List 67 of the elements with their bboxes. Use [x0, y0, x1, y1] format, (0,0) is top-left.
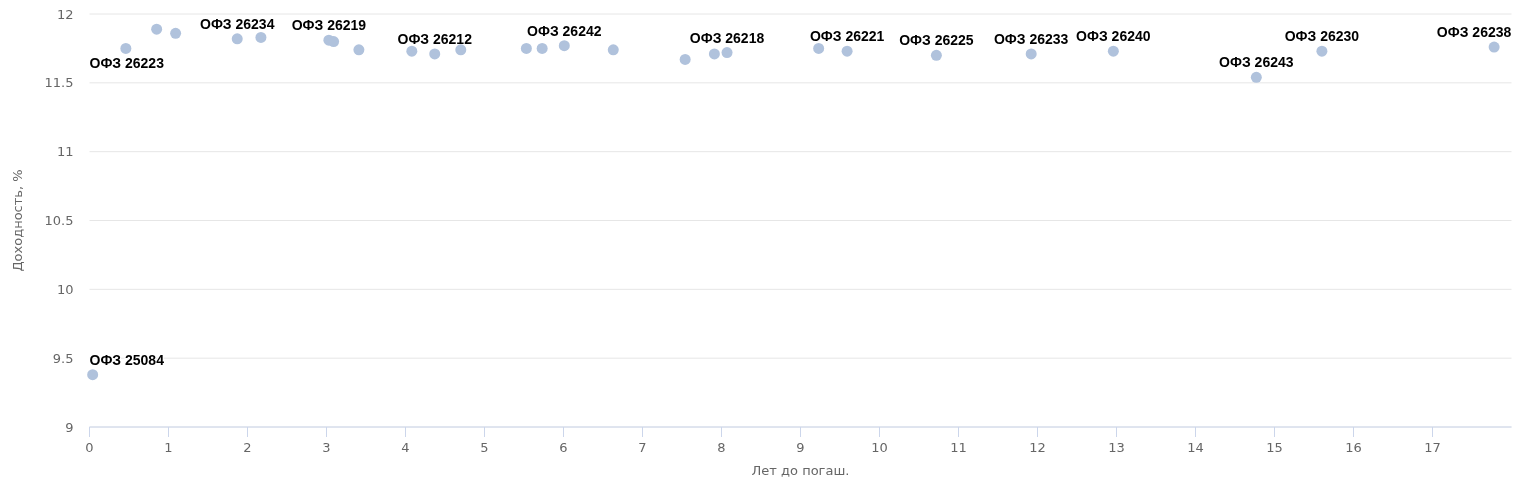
- x-tick-label: 15: [1266, 440, 1283, 455]
- x-tick-label: 7: [638, 440, 647, 455]
- point: [930, 49, 942, 61]
- point: [255, 31, 267, 43]
- annotation: ОФЗ 26242: [527, 22, 602, 39]
- point: [721, 47, 733, 59]
- point: [708, 48, 720, 60]
- annotation: ОФЗ 26221: [809, 28, 885, 45]
- point: [558, 40, 570, 52]
- annotation: ОФЗ 26240: [1076, 28, 1151, 45]
- point: [1107, 45, 1119, 57]
- x-tick-label: 13: [1108, 440, 1125, 455]
- x-tick-label: 16: [1345, 440, 1362, 455]
- annotation: ОФЗ 26218: [689, 29, 765, 46]
- annotation: ОФЗ 25084: [89, 351, 165, 368]
- x-tick-label: 5: [480, 440, 489, 455]
- point: [231, 33, 243, 45]
- point: [1025, 48, 1037, 60]
- point: [520, 42, 532, 54]
- x-tick-label: 8: [717, 440, 726, 455]
- x-tick-label: 0: [85, 440, 94, 455]
- point: [841, 45, 853, 57]
- point: [607, 44, 619, 56]
- y-tick-label: 9.5: [52, 350, 74, 366]
- annotation: ОФЗ 26233: [993, 30, 1069, 47]
- y-tick-label: 9: [65, 419, 74, 435]
- x-axis-title: Лет до погаш.: [751, 463, 850, 478]
- point: [455, 44, 467, 56]
- annotation: ОФЗ 26219: [291, 17, 367, 34]
- y-tick-label: 11.5: [44, 75, 74, 91]
- point: [1316, 45, 1328, 57]
- x-tick-label: 9: [796, 440, 805, 455]
- point: [1250, 71, 1262, 83]
- point: [328, 36, 340, 48]
- x-tick-label: 10: [871, 440, 888, 455]
- annotation: ОФЗ 26243: [1219, 54, 1294, 71]
- point: [170, 27, 182, 39]
- point: [813, 42, 825, 54]
- point: [120, 42, 132, 54]
- point: [429, 48, 441, 60]
- x-tick-label: 14: [1187, 440, 1204, 455]
- x-tick-label: 4: [401, 440, 410, 455]
- annotation: ОФЗ 26230: [1284, 28, 1360, 45]
- point: [536, 42, 548, 54]
- y-tick-label: 11: [56, 144, 74, 160]
- y-tick-label: 10: [56, 281, 74, 297]
- x-tick-label: 1: [164, 440, 173, 455]
- annotation: ОФЗ 26223: [89, 55, 165, 72]
- y-tick-label: 10.5: [44, 213, 74, 229]
- point: [679, 53, 691, 65]
- x-tick-label: 12: [1029, 440, 1046, 455]
- x-tick-label: 17: [1424, 440, 1441, 455]
- point: [353, 44, 365, 56]
- annotation: ОФЗ 26238: [1436, 24, 1512, 41]
- point: [87, 369, 99, 381]
- x-tick-label: 3: [322, 440, 331, 455]
- point: [406, 45, 418, 57]
- y-tick-label: 12: [56, 6, 74, 22]
- point: [1488, 41, 1500, 53]
- x-tick-label: 2: [243, 440, 252, 455]
- point: [151, 23, 163, 35]
- annotation: ОФЗ 26212: [397, 30, 473, 47]
- x-tick-label: 6: [559, 440, 568, 455]
- y-axis-title: Доходность, %: [10, 169, 25, 272]
- annotation: ОФЗ 26225: [899, 32, 974, 49]
- annotation: ОФЗ 26234: [200, 15, 275, 32]
- x-tick-label: 11: [950, 440, 967, 455]
